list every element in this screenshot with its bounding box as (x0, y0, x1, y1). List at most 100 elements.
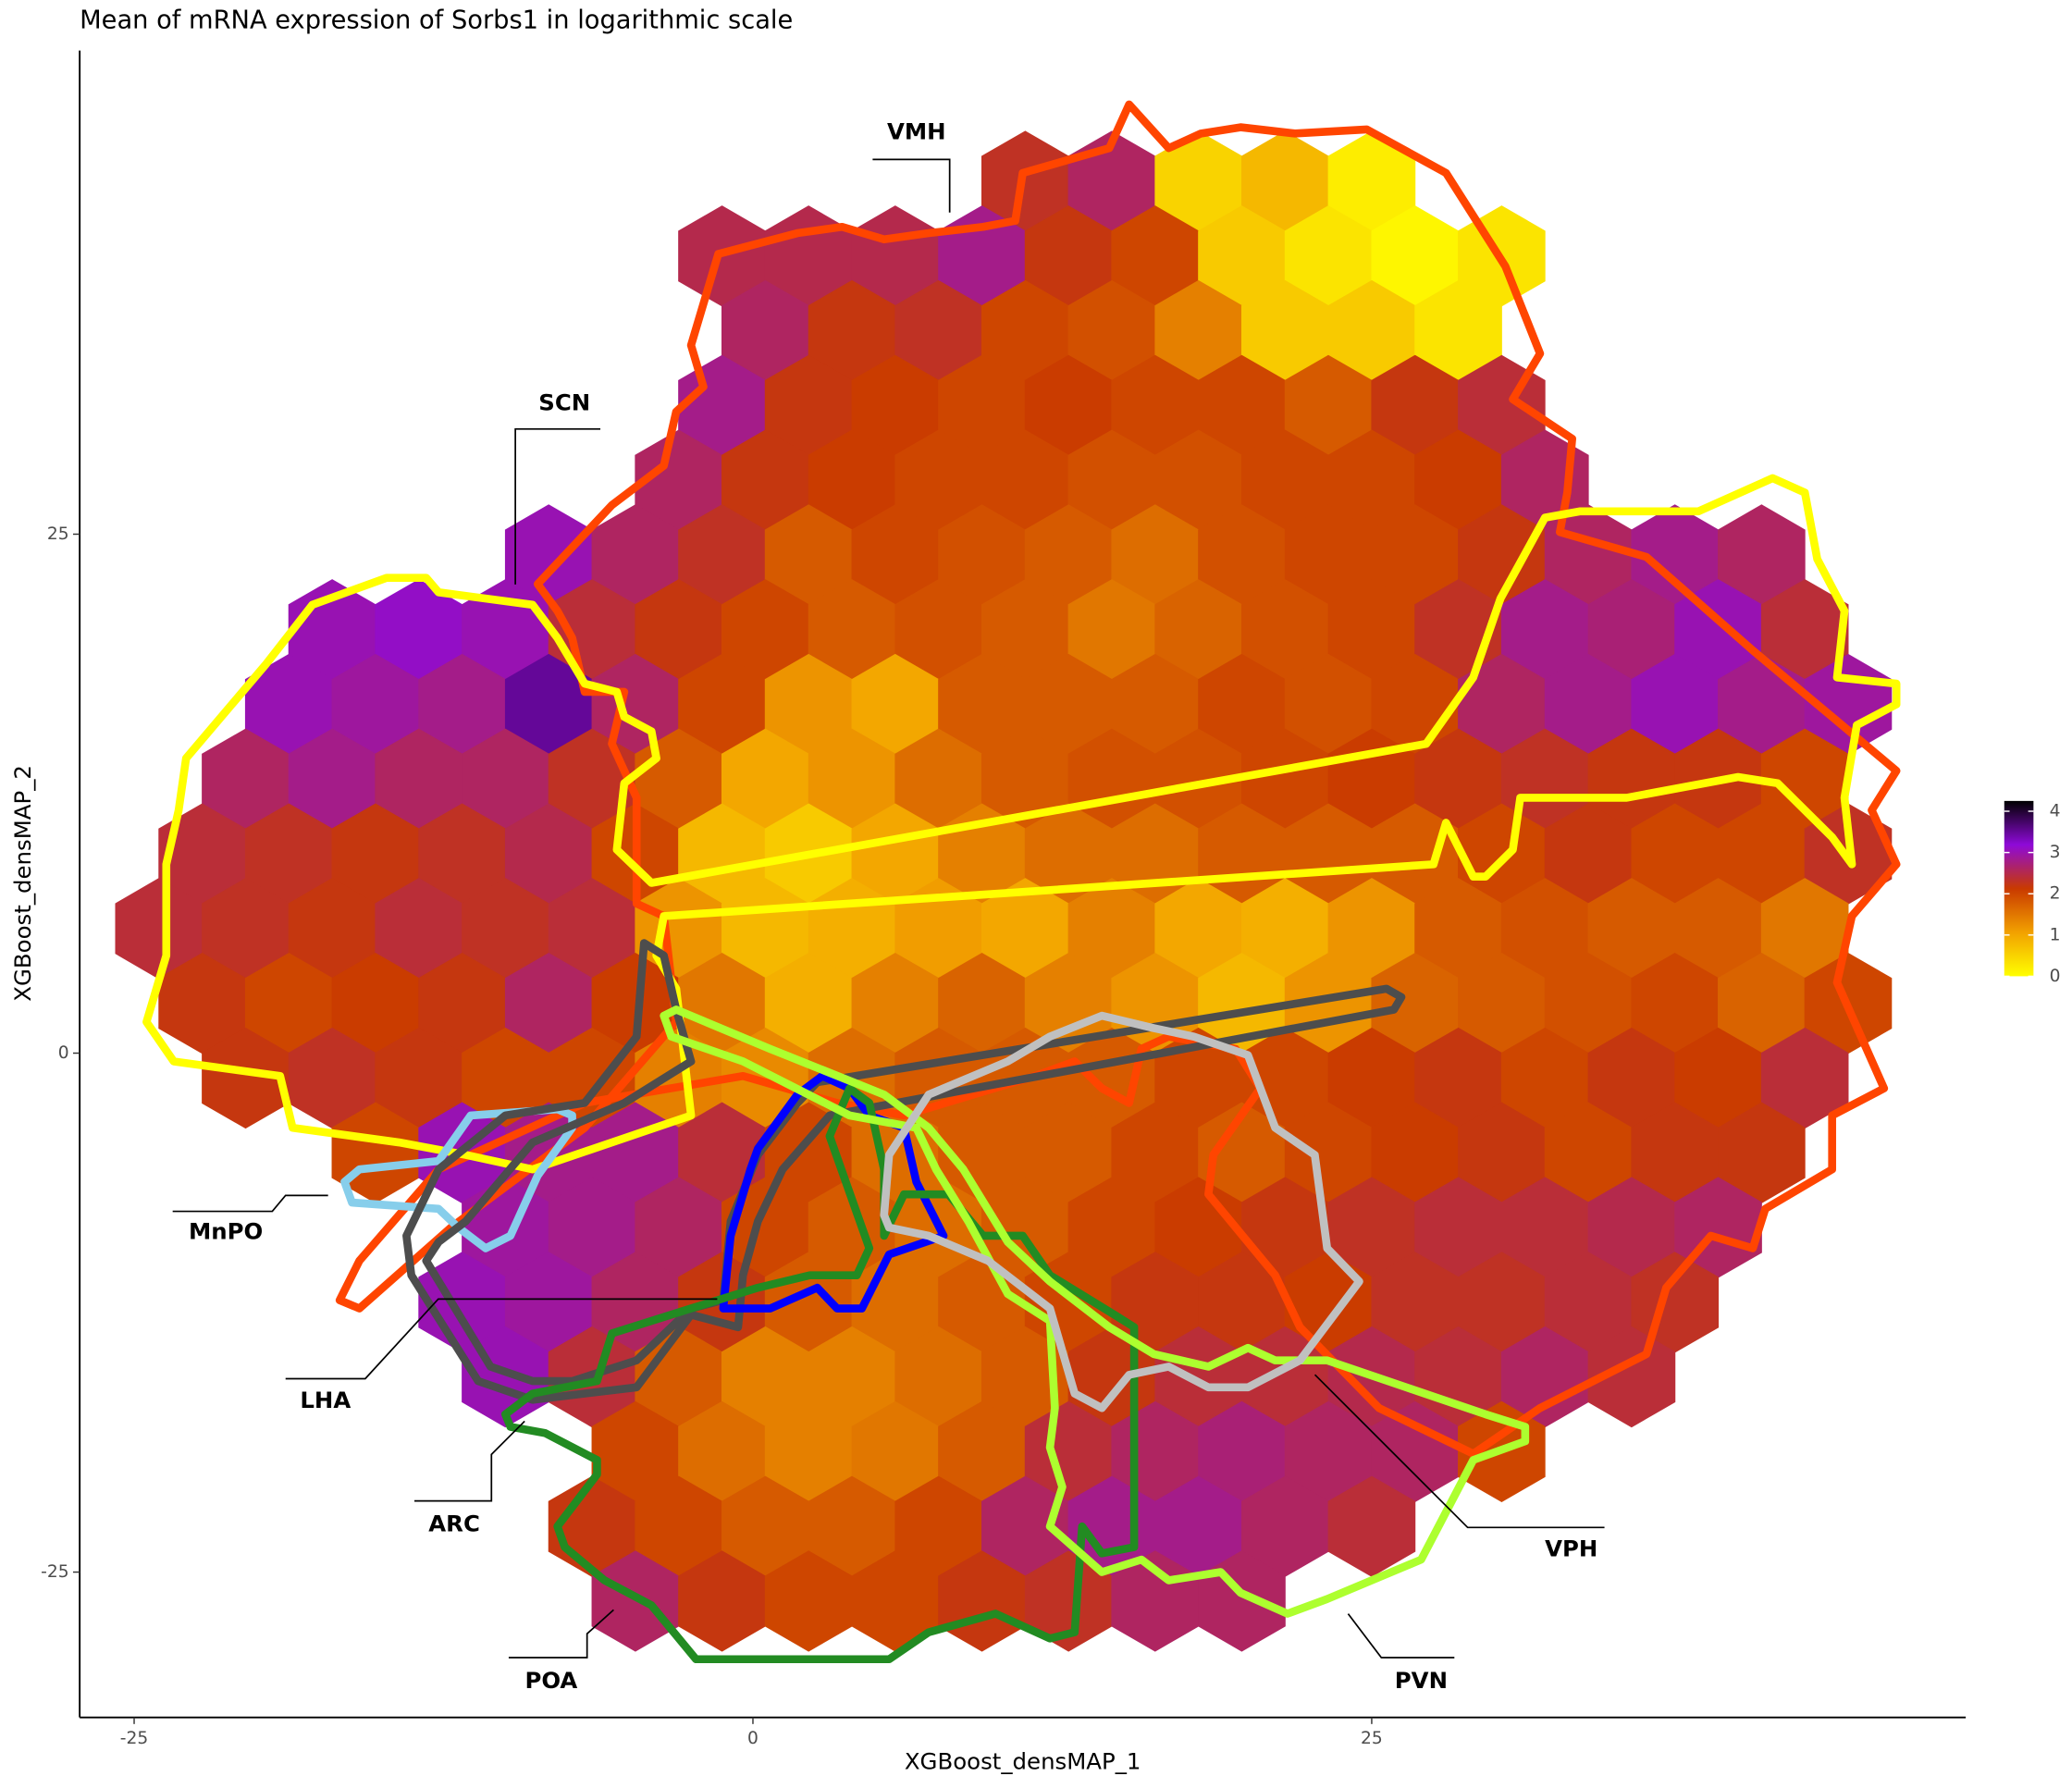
hex-bin (331, 953, 420, 1054)
hex-bin (1760, 878, 1849, 980)
hex-bin (1024, 1102, 1113, 1203)
region-outline (501, 1084, 1139, 1664)
hex-bin (894, 878, 982, 980)
hex-bin (851, 953, 940, 1054)
hex-bin (1414, 1027, 1502, 1129)
hex-bin (1327, 579, 1416, 681)
hex-bin (1500, 1027, 1589, 1129)
hex-bin (1327, 878, 1416, 980)
hex-bin (1414, 728, 1502, 830)
colorbar: 0 1 2 3 4 (2004, 800, 2061, 986)
leader-line (285, 1298, 718, 1380)
hex-bin (1760, 1027, 1849, 1129)
hex-bin (1154, 728, 1242, 830)
colorbar-tick-label: 1 (2050, 925, 2061, 944)
hex-bin (980, 1475, 1069, 1577)
hex-bin (764, 653, 853, 756)
hex-bin (938, 504, 1026, 606)
hex-bin (894, 728, 982, 830)
hex-bin (1587, 579, 1676, 681)
hex-bin (1544, 653, 1633, 756)
hex-bin (721, 1475, 809, 1577)
hex-bin (288, 1027, 376, 1129)
hex-bin (1198, 504, 1286, 606)
hex-bin (1414, 279, 1502, 382)
region-label: ARC (428, 1510, 480, 1536)
hex-bin (980, 429, 1069, 531)
hex-bin (1414, 1326, 1502, 1428)
hex-bin (1024, 953, 1113, 1054)
y-tick-label: 0 (58, 1043, 69, 1063)
hex-bin (980, 878, 1069, 980)
hex-bin (851, 1550, 940, 1652)
hex-bin (980, 728, 1069, 830)
hex-bin (1024, 205, 1113, 307)
hex-bin (331, 653, 420, 756)
hex-bin (1371, 803, 1460, 905)
hex-bin (158, 953, 246, 1054)
hex-bin (678, 953, 766, 1054)
hex-bin (678, 1400, 766, 1503)
hex-bin (1327, 130, 1416, 232)
hex-bin (851, 1400, 940, 1503)
hex-bin (375, 728, 463, 830)
hex-bin (1154, 1475, 1242, 1577)
hex-bin (1631, 953, 1720, 1054)
hex-bin (1371, 1102, 1460, 1203)
hex-bin (808, 279, 896, 382)
colorbar-tick-label: 0 (2050, 967, 2061, 986)
hex-bin (1631, 504, 1720, 606)
hex-bin (1024, 1400, 1113, 1503)
hex-bin (721, 279, 809, 382)
hex-bin (808, 1177, 896, 1278)
hex-bin (504, 1252, 593, 1353)
hex-bin (1458, 653, 1546, 756)
hex-bin (1544, 1102, 1633, 1203)
hex-bin (1284, 1102, 1373, 1203)
region-label: LHA (300, 1387, 351, 1413)
hex-bin (721, 429, 809, 531)
leader-line (172, 1194, 328, 1213)
hex-bin (678, 653, 766, 756)
hex-bin (894, 1475, 982, 1577)
hex-bin (418, 953, 506, 1054)
y-tick-label: 25 (47, 524, 69, 544)
hex-bin (375, 579, 463, 681)
hex-bin (938, 653, 1026, 756)
hex-bin (1240, 878, 1329, 980)
colorbar-gradient (2004, 800, 2034, 977)
hex-bin (1327, 429, 1416, 531)
hex-bin (1544, 504, 1633, 606)
hex-bin (1024, 354, 1113, 456)
hex-bin (1718, 953, 1806, 1054)
hex-bin (462, 728, 549, 830)
hex-bin (244, 803, 333, 905)
hex-bin (1198, 953, 1286, 1054)
hex-bin (1284, 653, 1373, 756)
hex-bin (1587, 1027, 1676, 1129)
hex-bin (1371, 205, 1460, 307)
hex-bin (504, 504, 593, 606)
hex-bin (938, 1400, 1026, 1503)
hex-bin (202, 1027, 290, 1129)
hex-bin (1111, 653, 1200, 756)
hex-bin (115, 878, 204, 980)
hex-bin (1154, 878, 1242, 980)
hex-bin (1760, 579, 1849, 681)
hex-bin (635, 579, 722, 681)
hex-bin (851, 653, 940, 756)
hex-bin (1024, 803, 1113, 905)
hex-bin (1327, 1475, 1416, 1577)
hex-bin (1198, 205, 1286, 307)
hex-bin (591, 504, 680, 606)
hex-bin (764, 1550, 853, 1652)
hex-bin (635, 1475, 722, 1577)
hex-bin (635, 1177, 722, 1278)
hex-bin (1327, 1027, 1416, 1129)
hex-bin (1284, 1400, 1373, 1503)
hex-bin (1111, 504, 1200, 606)
hex-bin (1500, 579, 1589, 681)
hex-bin (375, 878, 463, 980)
hex-bin (504, 803, 593, 905)
